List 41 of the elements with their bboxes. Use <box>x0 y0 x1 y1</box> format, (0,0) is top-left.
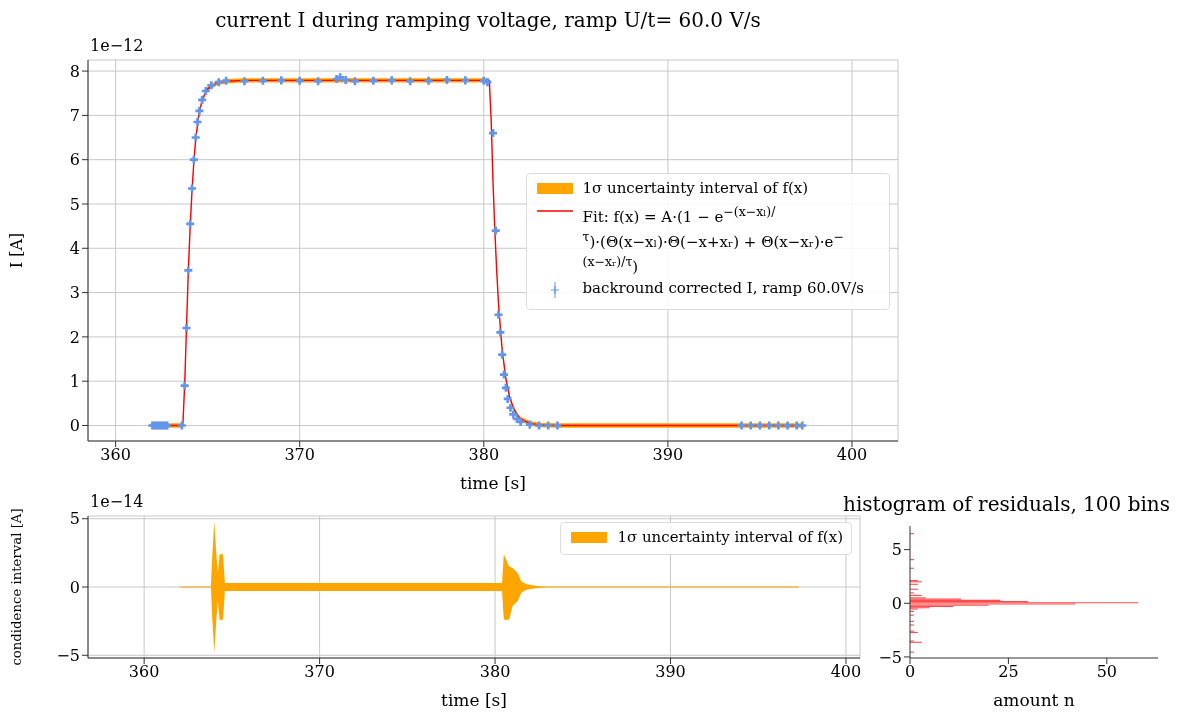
y-tick-label: −5 <box>56 645 80 665</box>
x-axis-title: time [s] <box>441 690 507 710</box>
x-tick-label: 380 <box>468 445 500 465</box>
y-tick-label: 4 <box>69 238 80 258</box>
x-axis-title: time [s] <box>460 473 526 493</box>
y-tick-label: 5 <box>69 194 80 214</box>
y-tick-label: 3 <box>69 283 80 303</box>
x-axis-title: amount n <box>993 690 1075 710</box>
chart-title: histogram of residuals, 100 bins <box>843 492 1170 516</box>
legend-label: 1σ uncertainty interval of f(x) <box>582 178 809 198</box>
legend-label: backround corrected I, ramp 60.0V/s <box>582 278 864 298</box>
text: 1e−12 <box>90 36 144 55</box>
y-axis-title: condidence interval [A] <box>8 508 24 666</box>
y-tick-label: 0 <box>69 416 80 436</box>
x-tick-label: 390 <box>652 445 684 465</box>
x-tick-label: 25 <box>998 662 1019 682</box>
x-tick-label: 390 <box>655 662 686 682</box>
y-tick-label: 0 <box>891 593 902 613</box>
y-tick-label: 0 <box>69 577 80 597</box>
x-tick-label: 400 <box>836 445 868 465</box>
text: Fit: f(x) = A·(1 − e$^{−(x−xₗ)/}$$^{τ}$)·(Θ(x−xₗ)·Θ(−x+xᵣ) + Θ(x−xᵣ)·e$^{−}$$^{(x−xᵣ)/τ}$) <box>582 203 844 276</box>
y-tick-label: 7 <box>69 106 80 126</box>
legend-label: 1σ uncertainty interval of f(x) <box>617 528 843 547</box>
y-tick-label: 5 <box>891 540 902 560</box>
text: 1e−14 <box>90 492 144 511</box>
x-tick-label: 370 <box>284 445 315 465</box>
y-axis-title: I [A] <box>6 232 26 269</box>
x-tick-label: 360 <box>128 662 160 682</box>
y-tick-label: 2 <box>69 327 80 347</box>
y-tick-label: 1 <box>69 371 80 391</box>
y-tick-label: −5 <box>878 647 902 667</box>
y-tick-label: 5 <box>69 509 80 529</box>
x-tick-label: 400 <box>830 662 862 682</box>
x-tick-label: 50 <box>1096 662 1118 682</box>
chart-title: current I during ramping voltage, ramp U/t= 60.0 V/s <box>215 8 761 32</box>
y-tick-label: 8 <box>69 61 80 81</box>
x-tick-label: 380 <box>479 662 511 682</box>
x-tick-label: 360 <box>100 445 131 465</box>
y-tick-label: 6 <box>69 150 80 170</box>
x-tick-label: 0 <box>904 662 916 682</box>
x-tick-label: 370 <box>304 662 335 682</box>
